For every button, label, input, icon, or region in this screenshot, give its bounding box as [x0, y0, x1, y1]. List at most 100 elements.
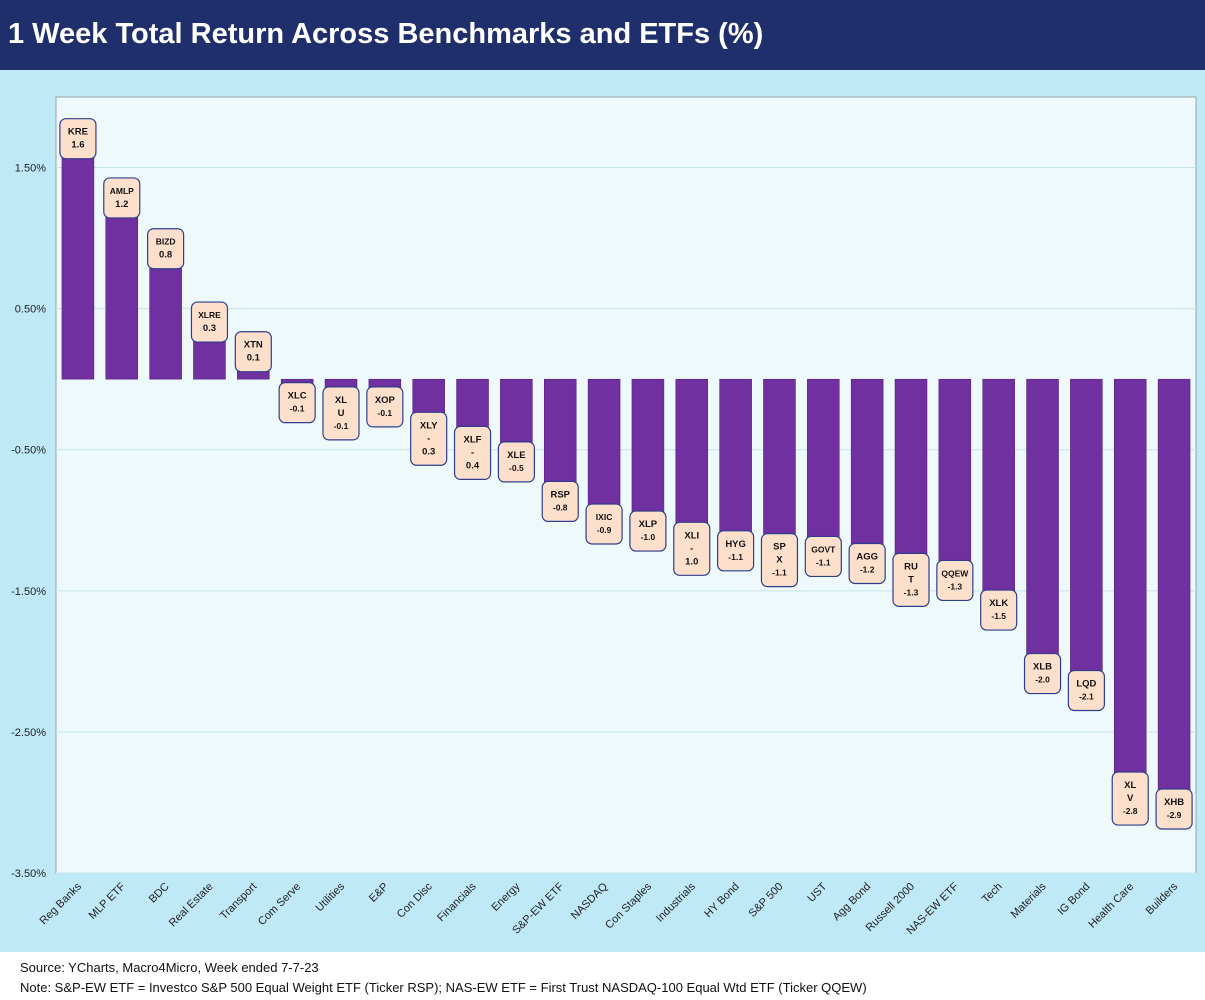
data-label: XL [335, 395, 347, 406]
x-tick-label: Real Estate [167, 881, 216, 930]
bar [105, 216, 139, 380]
data-label-box [1023, 652, 1062, 695]
data-label: RU [904, 561, 918, 572]
x-tick-label: Con Disc [395, 880, 435, 920]
data-label: -1.0 [641, 532, 656, 542]
bar [1113, 378, 1147, 778]
data-label: 1.6 [71, 140, 84, 151]
x-tick-label: Builders [1144, 880, 1181, 917]
data-label: 0.3 [203, 323, 216, 334]
data-label: 0.8 [159, 250, 172, 261]
x-tick-label: IG Bond [1055, 881, 1092, 918]
data-label-box [59, 118, 97, 160]
data-label: -1.2 [860, 564, 875, 574]
data-label-box [804, 535, 842, 578]
data-label-box [1111, 771, 1149, 826]
x-tick-label: Materials [1009, 880, 1049, 920]
data-label-box [629, 510, 667, 552]
data-label: XLB [1033, 662, 1052, 673]
data-label-box [760, 533, 799, 588]
y-tick-label: -2.50% [11, 727, 46, 739]
data-label: -2.8 [1123, 806, 1138, 816]
data-label: XTN [244, 340, 263, 351]
data-label: -2.0 [1035, 675, 1050, 685]
data-label: 1.0 [685, 556, 698, 567]
data-label: 1.2 [115, 199, 128, 210]
data-label: -2.9 [1167, 810, 1182, 820]
data-label-box [278, 382, 316, 424]
data-label: 0.1 [247, 353, 261, 364]
data-label: -0.5 [509, 463, 524, 473]
data-label-box [103, 177, 141, 219]
data-label: XLP [639, 519, 658, 530]
bar [1070, 378, 1103, 676]
bar [61, 157, 95, 380]
bar [543, 378, 577, 487]
bar [412, 378, 445, 418]
data-label: - [690, 543, 693, 554]
x-tick-label: Agg Bond [831, 881, 874, 924]
x-tick-label: MLP ETF [87, 880, 128, 921]
data-label-box [453, 425, 492, 480]
data-label-box [497, 441, 535, 483]
data-label-box [541, 480, 579, 523]
data-label: X [776, 555, 783, 566]
data-label: XLI [684, 530, 699, 541]
data-label: 0.4 [466, 460, 480, 471]
plot-area [55, 96, 1197, 874]
data-label: - [471, 447, 474, 458]
data-label: RSP [550, 489, 570, 500]
data-label: XLRE [198, 310, 221, 320]
data-label-box [1067, 669, 1105, 712]
x-tick-label: Utilities [314, 880, 348, 914]
data-label-box [190, 301, 229, 343]
data-label: -1.3 [904, 587, 919, 597]
data-label-box [322, 386, 360, 441]
data-label: U [338, 408, 345, 419]
bar [763, 378, 796, 539]
data-label: T [908, 574, 914, 585]
data-label: -1.5 [991, 611, 1006, 621]
y-tick-label: -3.50% [11, 868, 46, 880]
data-label: -0.9 [597, 525, 612, 535]
x-tick-label: UST [805, 880, 829, 904]
data-label: -0.8 [553, 502, 568, 512]
data-label: -2.1 [1079, 691, 1094, 701]
data-label-box [936, 559, 974, 602]
y-tick-label: 0.50% [15, 304, 46, 316]
data-label: IXIC [596, 512, 613, 522]
data-label: -1.1 [816, 557, 831, 567]
x-tick-label: Transport [218, 881, 259, 922]
x-tick-label: S&P 500 [747, 881, 786, 920]
data-label: -0.1 [334, 421, 349, 431]
data-label: -0.1 [290, 404, 305, 414]
data-label: GOVT [811, 544, 836, 554]
data-label: XHB [1164, 797, 1184, 808]
bar [850, 378, 884, 549]
data-label: -1.1 [728, 552, 743, 562]
x-tick-label: Reg Banks [38, 880, 85, 927]
x-tick-label: E&P [367, 881, 391, 905]
data-label-box [848, 542, 886, 585]
data-label: KRE [68, 127, 88, 138]
x-tick-label: Industrials [654, 880, 698, 924]
x-tick-label: Com Serve [256, 881, 303, 928]
data-label-box [147, 228, 185, 270]
page-title: 1 Week Total Return Across Benchmarks an… [8, 18, 764, 50]
data-label: - [427, 433, 430, 444]
data-label: QQEW [941, 568, 969, 578]
data-label: -1.3 [948, 581, 963, 591]
y-tick-label: -1.50% [11, 586, 46, 598]
data-label: XL [1124, 780, 1136, 791]
bar [894, 378, 928, 559]
bar [675, 378, 709, 528]
x-tick-label: HY Bond [702, 881, 741, 920]
data-label: XLE [507, 450, 525, 461]
x-tick-label: BDC [147, 881, 172, 906]
title-bar: 1 Week Total Return Across Benchmarks an… [0, 0, 1205, 70]
bar [1157, 378, 1191, 795]
data-label-box [585, 503, 623, 545]
bar [631, 378, 665, 517]
data-label: AMLP [110, 186, 134, 196]
data-label: -1.1 [772, 568, 787, 578]
